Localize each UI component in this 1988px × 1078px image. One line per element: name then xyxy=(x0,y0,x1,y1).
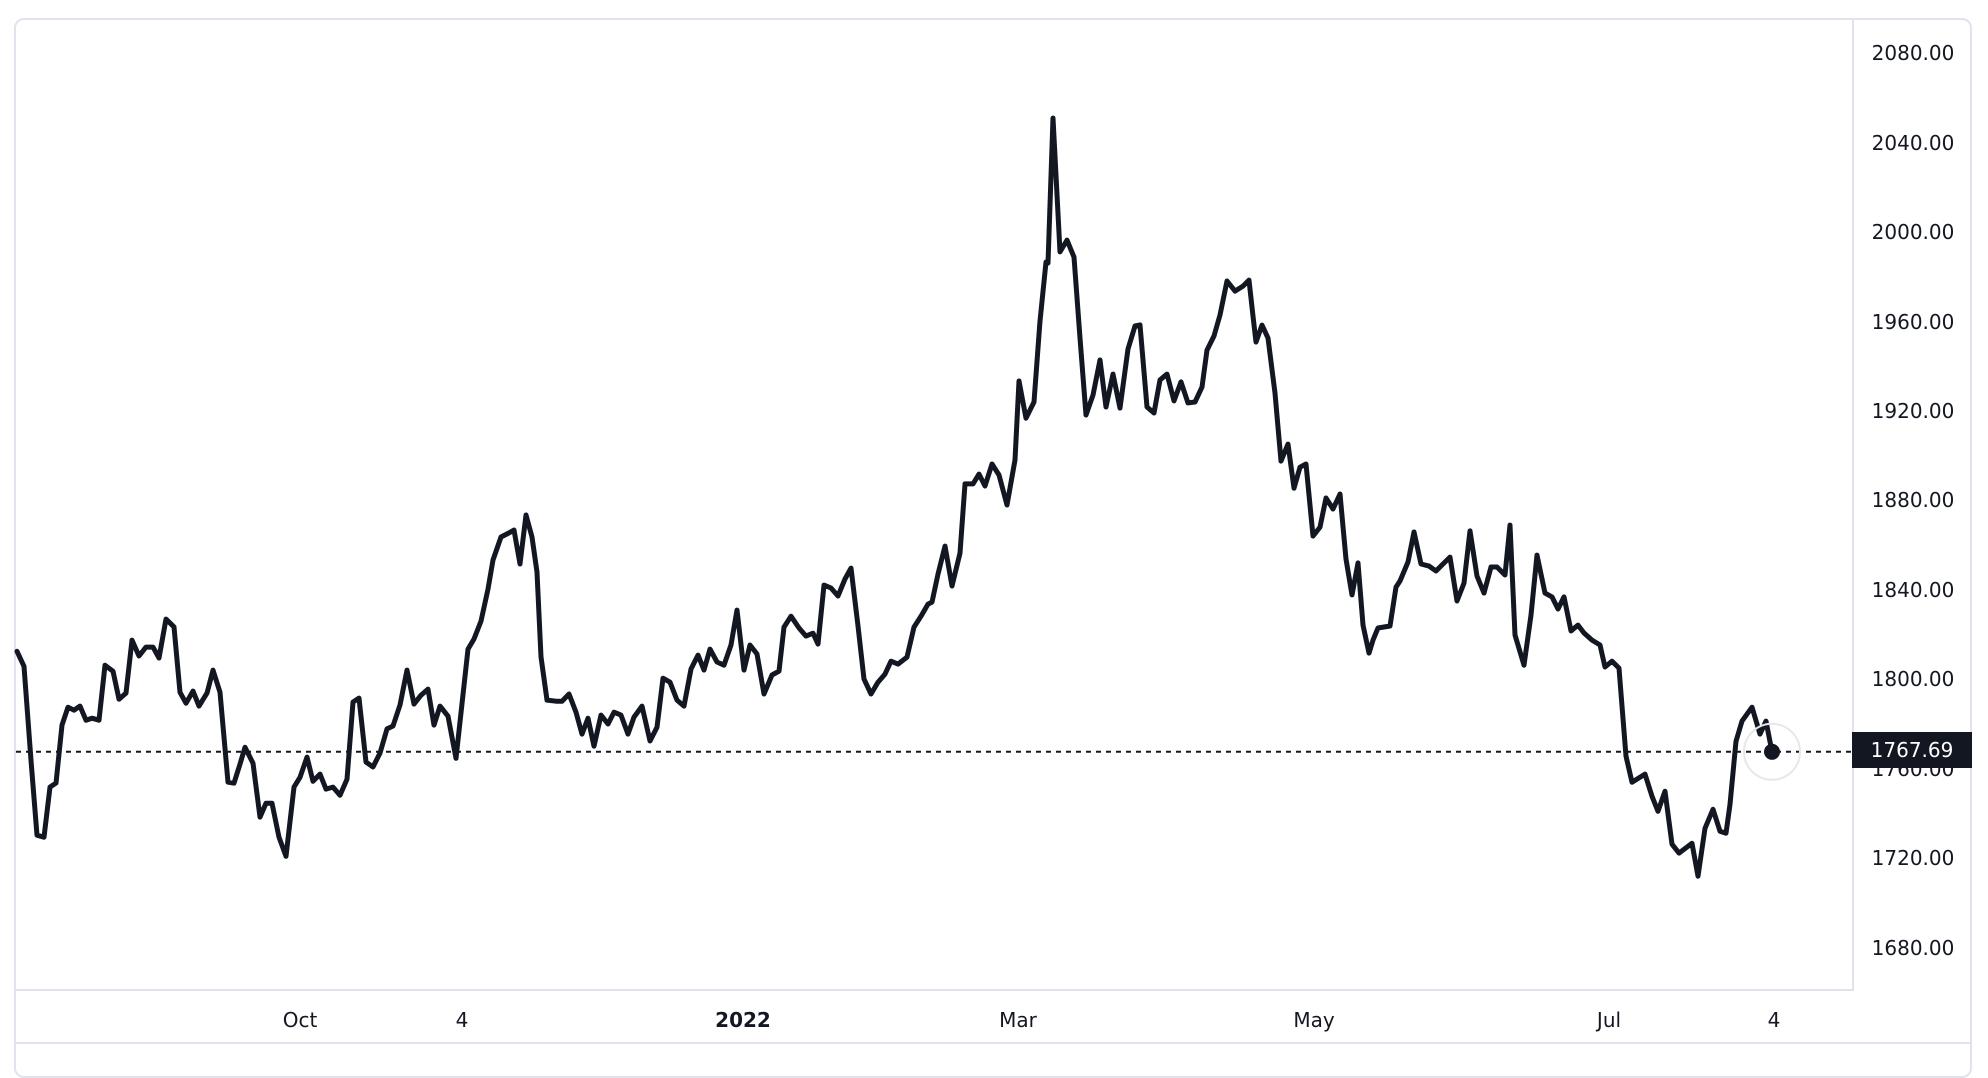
price-tick-label: 1840.00 xyxy=(1871,578,1955,602)
time-tick-label: May xyxy=(1293,1008,1335,1032)
price-tick-label: 2000.00 xyxy=(1871,220,1955,244)
price-axis-divider xyxy=(1852,18,1854,991)
last-point-marker[interactable] xyxy=(1764,743,1780,760)
price-line-series xyxy=(14,115,1775,879)
time-axis-bottom-border xyxy=(14,1042,1972,1044)
price-tick-label: 1800.00 xyxy=(1871,667,1955,691)
time-tick-label: Oct xyxy=(282,1008,318,1032)
time-tick-label: 4 xyxy=(455,1008,469,1032)
current-price-tag: 1767.69 xyxy=(1852,732,1972,768)
time-axis-top-border xyxy=(14,989,1854,991)
price-tick-label: 1720.00 xyxy=(1871,846,1955,870)
price-tick-label: 1680.00 xyxy=(1871,936,1955,960)
time-tick-label: Jul xyxy=(1596,1008,1622,1032)
time-tick-label: 4 xyxy=(1767,1008,1781,1032)
price-tick-label: 1880.00 xyxy=(1871,488,1955,512)
last-point-halo xyxy=(1743,722,1801,781)
time-tick-label: Mar xyxy=(999,1008,1037,1032)
price-tick-label: 1920.00 xyxy=(1871,399,1955,423)
price-tick-label: 2040.00 xyxy=(1871,131,1955,155)
price-tick-label: 1960.00 xyxy=(1871,310,1955,334)
price-tick-label: 2080.00 xyxy=(1871,41,1955,65)
time-tick-label: 2022 xyxy=(715,1008,771,1032)
